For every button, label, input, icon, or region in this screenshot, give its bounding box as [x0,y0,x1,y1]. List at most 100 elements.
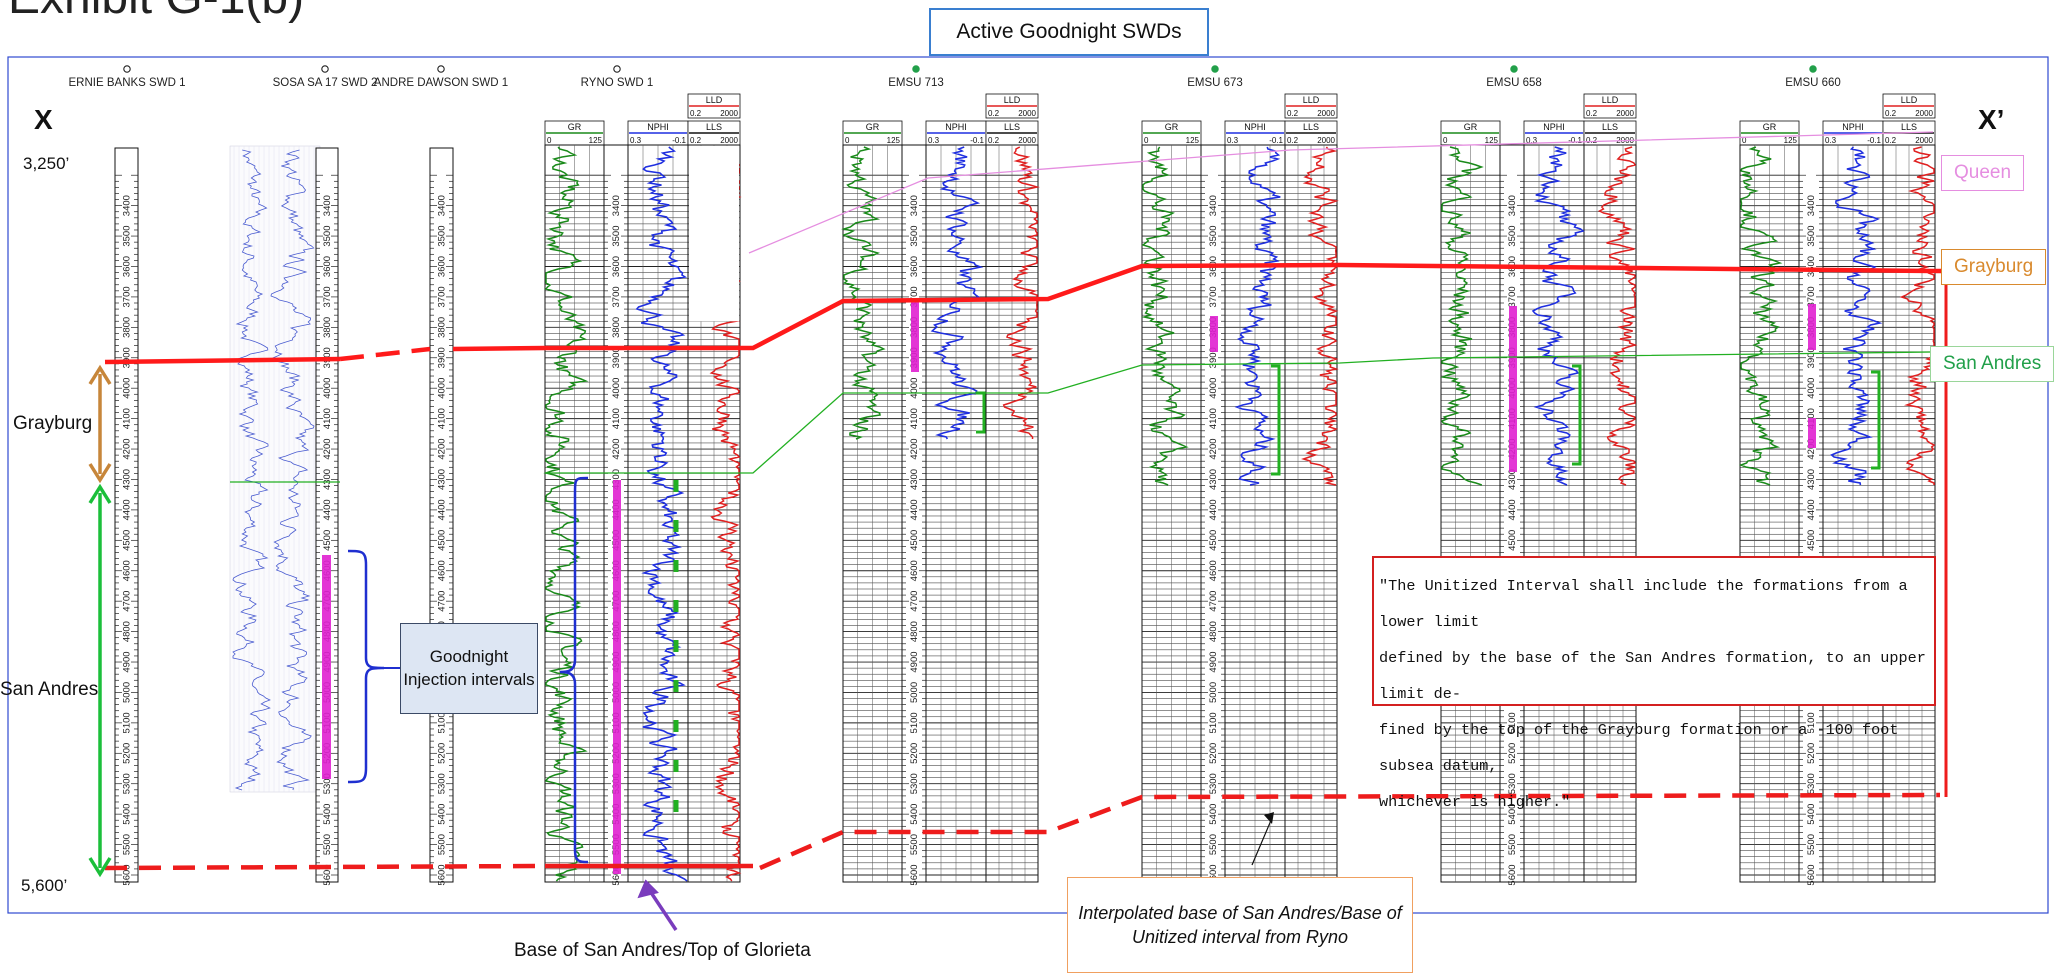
track-scale-min: 0 [845,136,850,145]
track-scale-max: 125 [589,136,603,145]
well-header-3: ANDRE DAWSON SWD 1 [374,65,508,89]
san-andres-thickness-arrow [88,483,112,878]
depth-tick-label: 3400 [1806,195,1817,216]
depth-tick-label: 3700 [437,286,448,307]
depth-tick-label: 3400 [1208,195,1219,216]
track-header-name: NPHI [1244,122,1266,132]
track-header-name: GR [1165,122,1179,132]
depth-tick-label: 4600 [1208,560,1219,581]
track-scale-min: 0 [1742,136,1747,145]
depth-tick-label: 4700 [1208,591,1219,612]
depth-tick-label: 3600 [909,256,920,277]
track-scale-max: 2000 [1018,109,1036,118]
depth-tick-label: 5400 [122,804,133,825]
filled-well-marker [1211,65,1219,73]
track-header-name: LLD [1602,95,1619,105]
track-scale-min: 0.3 [928,136,940,145]
injection-interval-bar [911,300,919,372]
track-scale-min: 0.2 [988,136,1000,145]
open-well-marker [123,65,131,73]
quote-line-3: fined by the top of the Grayburg formati… [1379,721,1899,775]
base-arrow-shaft [646,887,678,931]
gr-curve [1141,146,1189,486]
depth-tick-label: 5500 [909,834,920,855]
sosa-curve-a [232,149,271,791]
depth-tick-label: 5200 [1208,743,1219,764]
depth-tick-label: 4400 [437,499,448,520]
depth-tick-label: 3900 [122,347,133,368]
depth-tick-label: 4400 [322,499,333,520]
depth-tick-label: 5400 [1507,804,1518,825]
track-scale-max: 2000 [1018,136,1036,145]
depth-tick-label: 3700 [1806,286,1817,307]
depth-tick-label: 3800 [322,317,333,338]
depth-tick-label: 3900 [611,347,622,368]
track-header-name: GR [1464,122,1478,132]
well-header-4: RYNO SWD 1 [581,65,654,89]
depth-tick-label: 3700 [909,286,920,307]
depth-tick-label: 4300 [909,469,920,490]
resistivity-curve [1301,146,1339,486]
track-header-name: LLS [1303,122,1319,132]
depth-tick-label: 5600 [1806,864,1817,885]
depth-tick-label: 3800 [437,317,448,338]
nphi-curve [930,146,984,440]
depth-tick-label: 3500 [437,225,448,246]
depth-tick-label: 3500 [909,225,920,246]
injection-interval-bar [1509,306,1517,472]
depth-tick-label: 5500 [1806,834,1817,855]
depth-tick-label: 4000 [1208,378,1219,399]
depth-tick-label: 4300 [1806,469,1817,490]
track-scale-min: 0 [1144,136,1149,145]
depth-tick-label: 5500 [1208,834,1219,855]
depth-tick-label: 4200 [1208,438,1219,459]
depth-tick-label: 3700 [322,286,333,307]
depth-tick-label: 4900 [122,651,133,672]
track-scale-max: 125 [1784,136,1798,145]
track-scale-max: -0.1 [672,136,686,145]
track-header-name: LLS [1901,122,1917,132]
depth-tick-label: 5200 [437,743,448,764]
track-scale-max: 2000 [1317,136,1335,145]
depth-tick-label: 5100 [1208,712,1219,733]
depth-tick-label: 5300 [322,773,333,794]
emsu-673-bracket [1271,364,1281,476]
track-scale-min: 0.2 [1287,136,1299,145]
depth-tick-label: 4100 [611,408,622,429]
well-header-8: EMSU 660 [1785,65,1841,89]
depth-tick-label: 4200 [909,438,920,459]
well-header-1: ERNIE BANKS SWD 1 [69,65,185,89]
depth-tick-label: 3500 [1507,225,1518,246]
well-name-label: EMSU 673 [1187,77,1243,89]
track-scale-max: 2000 [720,136,738,145]
depth-tick-label: 5300 [437,773,448,794]
depth-tick-label: 3800 [122,317,133,338]
track-header-name: LLD [706,95,723,105]
san-andres-top-line [545,351,1934,474]
depth-tick-label: 5600 [1507,864,1518,885]
depth-tick-label: 4700 [437,591,448,612]
filled-well-marker [1809,65,1817,73]
track-header-name: NPHI [1842,122,1864,132]
depth-tick-label: 5200 [1507,743,1518,764]
track-scale-max: 2000 [720,109,738,118]
depth-tick-label: 4500 [909,530,920,551]
depth-tick-label: 4000 [437,378,448,399]
depth-tick-label: 4300 [322,469,333,490]
depth-tick-label: 3400 [611,195,622,216]
depth-tick-label: 3400 [122,195,133,216]
resistivity-curve [1899,146,1937,485]
depth-tick-label: 5300 [1208,773,1219,794]
depth-tick-label: 5500 [437,834,448,855]
depth-tick-label: 5200 [122,743,133,764]
depth-tick-label: 5600 [611,864,622,885]
track-scale-min: 0 [547,136,552,145]
well-name-label: RYNO SWD 1 [581,77,654,89]
depth-tick-label: 5400 [1208,804,1219,825]
track-scale-max: 125 [1485,136,1499,145]
track-scale-max: 125 [887,136,901,145]
depth-tick-label: 4500 [1208,530,1219,551]
depth-tick-label: 4300 [437,469,448,490]
depth-tick-label: 4800 [909,621,920,642]
